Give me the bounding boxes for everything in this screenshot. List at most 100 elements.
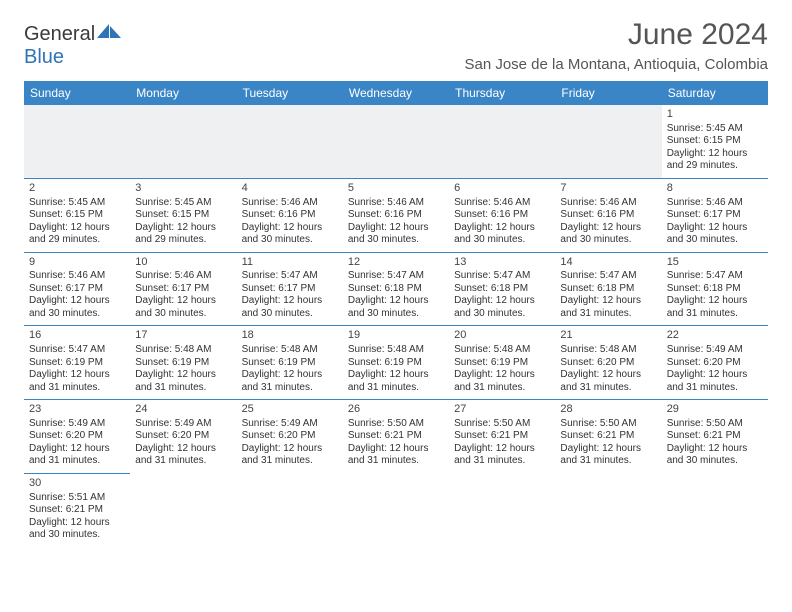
day-number: 4 <box>242 182 338 196</box>
day-detail-line: Sunrise: 5:47 AM <box>454 270 550 283</box>
calendar-day-cell: 28Sunrise: 5:50 AMSunset: 6:21 PMDayligh… <box>555 400 661 474</box>
day-number: 3 <box>135 182 231 196</box>
day-detail-line: Sunrise: 5:46 AM <box>560 197 656 210</box>
day-detail-line: Sunset: 6:19 PM <box>454 357 550 370</box>
day-detail-line: Sunset: 6:17 PM <box>242 283 338 296</box>
day-detail-line: and 30 minutes. <box>454 308 550 321</box>
day-detail-line: Daylight: 12 hours <box>242 295 338 308</box>
calendar-day-cell: 7Sunrise: 5:46 AMSunset: 6:16 PMDaylight… <box>555 178 661 252</box>
day-number: 21 <box>560 329 656 343</box>
day-detail-line: Daylight: 12 hours <box>454 295 550 308</box>
day-detail-line: Sunset: 6:21 PM <box>667 430 763 443</box>
calendar-day-cell: 26Sunrise: 5:50 AMSunset: 6:21 PMDayligh… <box>343 400 449 474</box>
day-detail-line: Daylight: 12 hours <box>560 295 656 308</box>
day-detail-line: and 31 minutes. <box>135 382 231 395</box>
calendar-day-cell <box>343 473 449 546</box>
calendar-day-cell: 19Sunrise: 5:48 AMSunset: 6:19 PMDayligh… <box>343 326 449 400</box>
day-detail-line: Daylight: 12 hours <box>560 222 656 235</box>
calendar-page: GeneralBlue June 2024 San Jose de la Mon… <box>0 0 792 565</box>
day-detail-line: Sunset: 6:15 PM <box>135 209 231 222</box>
calendar-day-cell: 8Sunrise: 5:46 AMSunset: 6:17 PMDaylight… <box>662 178 768 252</box>
day-of-week-header: Friday <box>555 81 661 105</box>
day-detail-line: Sunset: 6:18 PM <box>348 283 444 296</box>
day-detail-line: Sunrise: 5:47 AM <box>560 270 656 283</box>
day-detail-line: Sunrise: 5:50 AM <box>454 418 550 431</box>
calendar-day-cell: 18Sunrise: 5:48 AMSunset: 6:19 PMDayligh… <box>237 326 343 400</box>
calendar-week-row: 16Sunrise: 5:47 AMSunset: 6:19 PMDayligh… <box>24 326 768 400</box>
day-detail-line: Sunrise: 5:46 AM <box>454 197 550 210</box>
day-of-week-header: Tuesday <box>237 81 343 105</box>
day-detail-line: Sunset: 6:17 PM <box>135 283 231 296</box>
day-detail-line: Sunset: 6:21 PM <box>454 430 550 443</box>
day-number: 15 <box>667 256 763 270</box>
day-detail-line: and 30 minutes. <box>29 529 125 542</box>
day-detail-line: Sunrise: 5:47 AM <box>348 270 444 283</box>
calendar-day-cell: 9Sunrise: 5:46 AMSunset: 6:17 PMDaylight… <box>24 252 130 326</box>
calendar-day-cell: 13Sunrise: 5:47 AMSunset: 6:18 PMDayligh… <box>449 252 555 326</box>
header: GeneralBlue June 2024 San Jose de la Mon… <box>24 18 768 73</box>
day-detail-line: Sunset: 6:20 PM <box>135 430 231 443</box>
day-detail-line: Sunset: 6:16 PM <box>348 209 444 222</box>
calendar-day-cell: 30Sunrise: 5:51 AMSunset: 6:21 PMDayligh… <box>24 473 130 546</box>
calendar-week-row: 9Sunrise: 5:46 AMSunset: 6:17 PMDaylight… <box>24 252 768 326</box>
calendar-day-cell <box>449 473 555 546</box>
day-number: 23 <box>29 403 125 417</box>
day-detail-line: Sunrise: 5:48 AM <box>348 344 444 357</box>
calendar-day-cell: 17Sunrise: 5:48 AMSunset: 6:19 PMDayligh… <box>130 326 236 400</box>
day-number: 10 <box>135 256 231 270</box>
day-number: 8 <box>667 182 763 196</box>
day-detail-line: and 30 minutes. <box>242 308 338 321</box>
day-detail-line: and 30 minutes. <box>135 308 231 321</box>
day-detail-line: Sunrise: 5:50 AM <box>667 418 763 431</box>
day-number: 28 <box>560 403 656 417</box>
calendar-day-cell: 2Sunrise: 5:45 AMSunset: 6:15 PMDaylight… <box>24 178 130 252</box>
day-detail-line: Sunrise: 5:46 AM <box>29 270 125 283</box>
day-of-week-header: Wednesday <box>343 81 449 105</box>
day-number: 14 <box>560 256 656 270</box>
day-detail-line: Sunset: 6:19 PM <box>135 357 231 370</box>
day-detail-line: Daylight: 12 hours <box>667 369 763 382</box>
day-detail-line: and 31 minutes. <box>667 382 763 395</box>
day-detail-line: Sunrise: 5:46 AM <box>667 197 763 210</box>
day-detail-line: Sunset: 6:16 PM <box>242 209 338 222</box>
day-detail-line: Sunset: 6:20 PM <box>29 430 125 443</box>
day-detail-line: Sunrise: 5:49 AM <box>242 418 338 431</box>
calendar-day-cell <box>24 105 130 178</box>
calendar-week-row: 23Sunrise: 5:49 AMSunset: 6:20 PMDayligh… <box>24 400 768 474</box>
day-detail-line: Daylight: 12 hours <box>29 369 125 382</box>
day-detail-line: Daylight: 12 hours <box>348 369 444 382</box>
day-detail-line: Daylight: 12 hours <box>667 222 763 235</box>
logo-text-2: Blue <box>24 46 64 68</box>
day-detail-line: and 30 minutes. <box>667 455 763 468</box>
day-detail-line: Sunrise: 5:45 AM <box>667 123 763 136</box>
day-detail-line: Sunset: 6:16 PM <box>560 209 656 222</box>
day-number: 2 <box>29 182 125 196</box>
location: San Jose de la Montana, Antioquia, Colom… <box>464 56 768 73</box>
day-detail-line: and 31 minutes. <box>242 382 338 395</box>
day-detail-line: and 29 minutes. <box>135 234 231 247</box>
day-detail-line: and 31 minutes. <box>242 455 338 468</box>
day-detail-line: Sunrise: 5:50 AM <box>560 418 656 431</box>
day-detail-line: Daylight: 12 hours <box>454 443 550 456</box>
day-detail-line: Sunset: 6:21 PM <box>348 430 444 443</box>
calendar-day-cell: 11Sunrise: 5:47 AMSunset: 6:17 PMDayligh… <box>237 252 343 326</box>
logo: GeneralBlue <box>24 22 123 69</box>
day-detail-line: Sunset: 6:20 PM <box>242 430 338 443</box>
day-detail-line: Daylight: 12 hours <box>454 369 550 382</box>
day-detail-line: Daylight: 12 hours <box>135 369 231 382</box>
calendar-day-cell: 4Sunrise: 5:46 AMSunset: 6:16 PMDaylight… <box>237 178 343 252</box>
calendar-body: 1Sunrise: 5:45 AMSunset: 6:15 PMDaylight… <box>24 105 768 547</box>
day-detail-line: Sunrise: 5:48 AM <box>135 344 231 357</box>
day-detail-line: Daylight: 12 hours <box>348 443 444 456</box>
calendar-day-cell: 3Sunrise: 5:45 AMSunset: 6:15 PMDaylight… <box>130 178 236 252</box>
calendar-day-cell: 12Sunrise: 5:47 AMSunset: 6:18 PMDayligh… <box>343 252 449 326</box>
day-detail-line: Sunset: 6:16 PM <box>454 209 550 222</box>
day-detail-line: and 31 minutes. <box>560 455 656 468</box>
day-detail-line: and 31 minutes. <box>29 455 125 468</box>
day-detail-line: Sunrise: 5:47 AM <box>29 344 125 357</box>
day-detail-line: Sunrise: 5:48 AM <box>242 344 338 357</box>
day-number: 29 <box>667 403 763 417</box>
day-number: 9 <box>29 256 125 270</box>
month-title: June 2024 <box>464 18 768 52</box>
day-detail-line: and 29 minutes. <box>29 234 125 247</box>
